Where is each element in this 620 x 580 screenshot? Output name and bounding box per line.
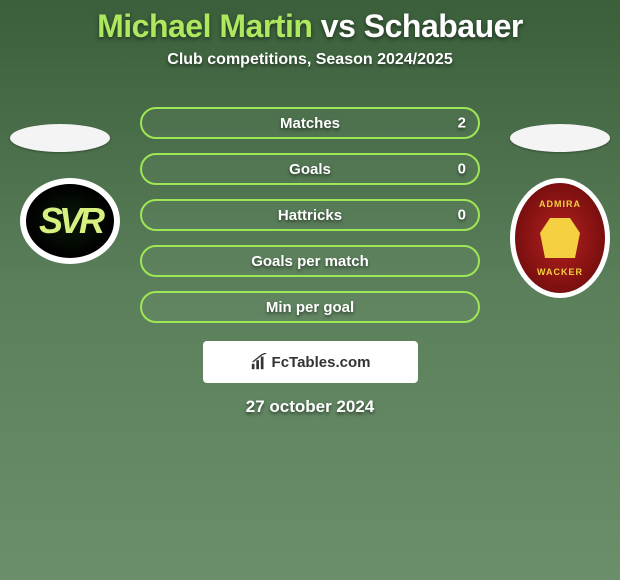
stat-label: Goals (289, 161, 331, 178)
date-text: 27 october 2024 (0, 397, 620, 417)
club-right-lion-icon (535, 213, 585, 263)
club-right-badge: ADMIRA WACKER (510, 178, 610, 298)
player1-name: Michael Martin (97, 8, 312, 44)
stat-value: 0 (458, 161, 466, 178)
stat-label: Min per goal (266, 299, 354, 316)
club-left-monogram: SVR (39, 200, 101, 242)
player2-name: Schabauer (364, 8, 523, 44)
bar-chart-icon (250, 353, 268, 371)
stat-label: Goals per match (251, 253, 369, 270)
player2-photo-placeholder (510, 124, 610, 152)
stat-row-min-per-goal: Min per goal (140, 291, 480, 323)
stat-label: Hattricks (278, 207, 342, 224)
stats-container: Matches 2 Goals 0 Hattricks 0 Goals per … (140, 107, 480, 323)
source-badge-text: FcTables.com (272, 354, 371, 371)
club-left-badge: SVR (20, 178, 120, 264)
stat-value: 2 (458, 115, 466, 132)
source-badge: FcTables.com (203, 341, 418, 383)
comparison-title: Michael Martin vs Schabauer (0, 0, 620, 45)
stat-value: 0 (458, 207, 466, 224)
stat-label: Matches (280, 115, 340, 132)
stat-row-goals: Goals 0 (140, 153, 480, 185)
club-right-text-bottom: WACKER (537, 267, 583, 277)
stat-row-hattricks: Hattricks 0 (140, 199, 480, 231)
player1-photo-placeholder (10, 124, 110, 152)
stat-row-matches: Matches 2 (140, 107, 480, 139)
subtitle: Club competitions, Season 2024/2025 (0, 51, 620, 69)
stat-row-goals-per-match: Goals per match (140, 245, 480, 277)
club-right-text-top: ADMIRA (539, 199, 581, 209)
vs-separator: vs (321, 8, 356, 44)
